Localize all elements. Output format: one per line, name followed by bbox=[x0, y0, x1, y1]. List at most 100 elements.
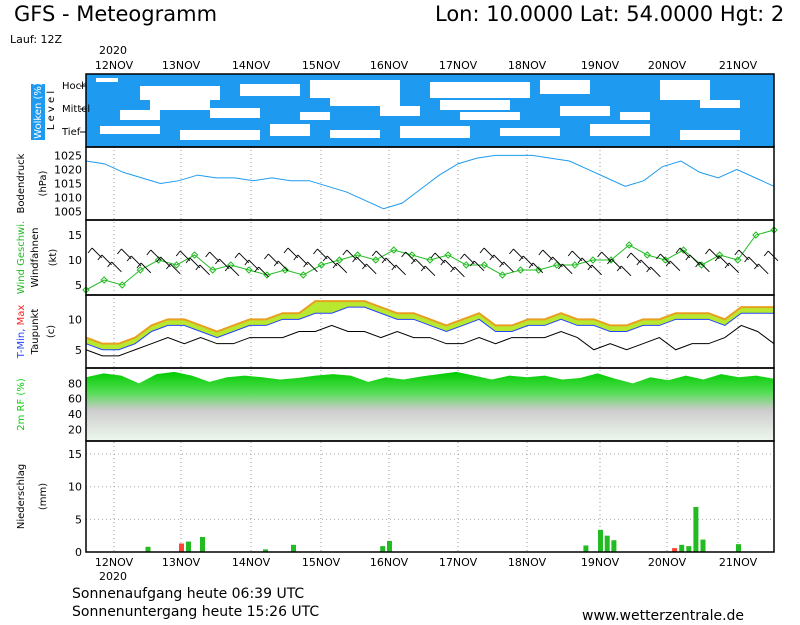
wind-barb-feather bbox=[156, 256, 161, 263]
precip-bar bbox=[387, 540, 392, 552]
chart-title: GFS - Meteogramm bbox=[14, 2, 218, 26]
wind-barb bbox=[277, 260, 289, 272]
precipitation-panel bbox=[145, 506, 741, 552]
wind-barb-feather bbox=[763, 250, 769, 257]
wind-barb bbox=[91, 247, 103, 259]
cloud-gap bbox=[440, 100, 510, 110]
wind-barb-feather bbox=[215, 258, 220, 265]
wind-barb-feather bbox=[401, 251, 406, 258]
wind-barb-feather bbox=[548, 256, 553, 263]
wind-barb bbox=[287, 247, 299, 259]
wind-barb-feather bbox=[509, 248, 514, 255]
wind-barb-feather bbox=[705, 248, 710, 255]
wind-barb-feather bbox=[195, 264, 201, 271]
wind-barb-feather bbox=[440, 259, 446, 266]
wind-barb bbox=[121, 248, 132, 260]
wind-barb-feather bbox=[675, 247, 681, 254]
wind-barb bbox=[660, 253, 671, 265]
precip-unit: (mm) bbox=[38, 483, 49, 510]
day-label-bottom: 18NOV bbox=[508, 556, 547, 569]
wind-barb bbox=[424, 265, 436, 277]
wind-barb bbox=[522, 255, 534, 267]
wind-barb bbox=[728, 262, 740, 274]
cloud-gap bbox=[330, 130, 380, 138]
wind-barb-feather bbox=[117, 248, 122, 255]
pressure-panel bbox=[85, 154, 775, 210]
run-label: Lauf: 12Z bbox=[10, 33, 63, 46]
wind-barb-feather bbox=[744, 256, 749, 263]
cloud-gap bbox=[96, 78, 118, 82]
label-layer: 12NOV 12NOV 13NOV 13NOV 14NOV 14NOV 15NOV 15NOV… bbox=[16, 59, 758, 569]
wind-barb-feather bbox=[558, 263, 563, 270]
humidity-panel bbox=[86, 371, 774, 441]
wind-point bbox=[697, 261, 706, 269]
day-label-bottom: 12NOV bbox=[95, 556, 134, 569]
wind-barb bbox=[219, 258, 230, 270]
day-label-top: 18NOV bbox=[508, 59, 547, 72]
pressure-ylabel: Bodendruck bbox=[16, 153, 27, 213]
wind-barb-feather bbox=[175, 250, 181, 257]
wind-point bbox=[426, 256, 434, 264]
wind-point bbox=[752, 231, 760, 239]
wind-point bbox=[136, 266, 145, 274]
precip-bar bbox=[145, 546, 151, 552]
wind-panel bbox=[82, 226, 779, 294]
cloud-gap bbox=[150, 100, 210, 110]
cloud-gap bbox=[120, 110, 160, 120]
cloud-gap bbox=[540, 80, 590, 94]
wind-tick-label: 5 bbox=[75, 279, 82, 292]
wind-barb-feather bbox=[244, 259, 250, 266]
wind-barb-feather bbox=[734, 249, 740, 256]
wind-point bbox=[661, 256, 670, 264]
temp-tick-label: 5 bbox=[75, 344, 82, 357]
wind-barb bbox=[483, 247, 495, 259]
wind-barb bbox=[160, 256, 171, 268]
wind-barb bbox=[101, 254, 112, 266]
wind-barb bbox=[199, 264, 210, 276]
day-label-bottom: 21NOV bbox=[719, 556, 758, 569]
wind-barb-feather bbox=[597, 251, 602, 258]
wind-point bbox=[734, 256, 742, 264]
precip-bar bbox=[200, 536, 205, 552]
wind-barb bbox=[689, 254, 700, 266]
wind-barb bbox=[130, 255, 142, 267]
humidity-tick-label: 60 bbox=[68, 393, 82, 406]
day-label-top: 13NOV bbox=[162, 59, 201, 72]
wind-barb bbox=[640, 259, 651, 271]
wind-barb bbox=[571, 250, 583, 262]
wind-point bbox=[534, 266, 543, 274]
cloud-gap bbox=[680, 130, 740, 140]
pressure-tick-label: 1005 bbox=[54, 206, 82, 219]
wind-barb-feather bbox=[313, 248, 318, 255]
wind-barb bbox=[444, 259, 455, 271]
wind-point bbox=[462, 261, 470, 269]
humidity-tick-label: 80 bbox=[68, 377, 82, 390]
wind-barb bbox=[150, 249, 161, 261]
precip-tick-label: 10 bbox=[68, 481, 82, 494]
wind-barb bbox=[748, 256, 759, 268]
wind-barb-feather bbox=[332, 262, 338, 269]
year-label-bottom: 2020 bbox=[99, 570, 127, 583]
wind-barb bbox=[228, 265, 240, 277]
tmax-line bbox=[85, 300, 774, 345]
wind-barb-feather bbox=[695, 261, 700, 268]
wind-barb-feather bbox=[479, 247, 485, 254]
cloud-gap bbox=[400, 126, 470, 138]
wind-barb bbox=[405, 251, 416, 263]
wind-barb-feather bbox=[391, 264, 397, 271]
website-link[interactable]: www.wetterzentrale.de bbox=[582, 608, 745, 624]
cloud-gap bbox=[140, 86, 220, 100]
wind-barb-feather bbox=[567, 250, 573, 257]
cloud-gap bbox=[240, 84, 300, 96]
wind-barb bbox=[464, 253, 475, 265]
tmin-line bbox=[85, 306, 774, 351]
wind-barb bbox=[297, 254, 308, 266]
wind-barb bbox=[513, 248, 524, 260]
wind-barb bbox=[679, 247, 691, 259]
wind-point bbox=[371, 256, 380, 264]
wind-barb bbox=[542, 249, 553, 261]
wind-barb-feather bbox=[205, 251, 210, 258]
cloud-gap bbox=[270, 124, 310, 136]
cloud-gap bbox=[700, 100, 740, 108]
